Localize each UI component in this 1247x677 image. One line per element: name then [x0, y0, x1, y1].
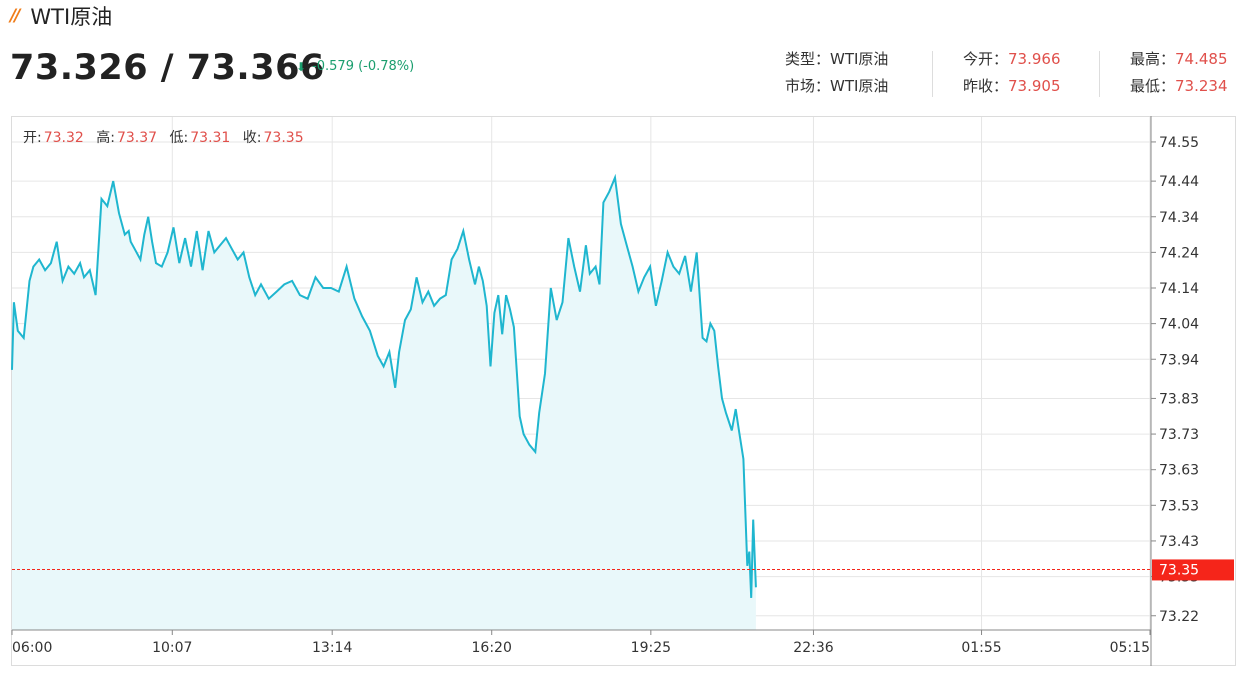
- y-tick-label: 73.22: [1159, 609, 1199, 625]
- stats-type-market: 类型：WTI原油 市场：WTI原油: [785, 47, 888, 101]
- price-chart-svg[interactable]: 74.55 74.44 74.34 74.24 74.14 74.04 73.94 73.83…: [11, 116, 1236, 666]
- ohlc-high-label: 高:: [96, 129, 115, 146]
- ohlc-open-label: 开:: [23, 130, 42, 146]
- ohlc-low-label: 低:: [170, 130, 189, 146]
- price-chart[interactable]: 74.55 74.44 74.34 74.24 74.14 74.04 73.94 73.83…: [11, 116, 1236, 666]
- y-tick-label: 74.34: [1159, 210, 1199, 226]
- y-tick-label: 74.55: [1159, 135, 1199, 151]
- y-tick-label: 74.44: [1159, 174, 1199, 190]
- svg-text:开:73.32 高:73.37: 开: 73.32 高: 73.37 低: 73.31 收: 73.35: [23, 129, 304, 146]
- low-value: 73.234: [1175, 77, 1228, 95]
- ohlc-close-value: 73.35: [264, 130, 304, 146]
- high-label: 最高：: [1130, 50, 1176, 68]
- x-axis: 06:00 10:07 13:14 16:20 19:25 22:36 01:55 05:15: [11, 629, 1151, 656]
- x-tick-label: 06:00: [12, 640, 52, 656]
- y-tick-label: 74.04: [1159, 317, 1199, 333]
- x-tick-label: 22:36: [793, 640, 833, 656]
- y-tick-label: 73.53: [1159, 498, 1199, 514]
- price-line: [11, 173, 757, 598]
- stats-open-close: 今开：73.966 昨收：73.905: [963, 47, 1061, 101]
- brand-mark-icon: //: [10, 6, 21, 26]
- y-tick-label: 73.63: [1159, 463, 1199, 479]
- current-price-tag: [1152, 559, 1234, 581]
- down-arrow-icon: ⬇: [296, 59, 307, 74]
- type-label: 类型：: [785, 50, 831, 68]
- ohlc-close-label: 收:: [243, 130, 262, 146]
- prev-close-label: 昨收：: [963, 77, 1009, 95]
- price-change: ⬇ -0.579 (-0.78%): [296, 59, 414, 74]
- open-value: 73.966: [1008, 50, 1061, 68]
- x-tick-label: 05:15: [1110, 640, 1150, 656]
- x-tick-label: 01:55: [961, 640, 1001, 656]
- stats-high-low: 最高：74.485 最低：73.234: [1130, 47, 1228, 101]
- type-value: WTI原油: [830, 50, 889, 68]
- price-area-fill: [12, 177, 756, 630]
- ohlc-readout: 开: 73.32 高: 73.37 低: 73.31 收: 73.35: [23, 129, 304, 146]
- y-tick-label: 73.43: [1159, 534, 1199, 550]
- prev-close-value: 73.905: [1008, 77, 1061, 95]
- x-tick-label: 16:20: [472, 640, 512, 656]
- open-label: 今开：: [963, 50, 1009, 68]
- y-tick-label: 74.24: [1159, 245, 1199, 261]
- y-tick-label: 73.73: [1159, 427, 1199, 443]
- bid-ask-price: 73.326 / 73.366: [10, 48, 325, 88]
- market-value: WTI原油: [830, 77, 889, 95]
- x-tick-label: 10:07: [152, 640, 192, 656]
- market-label: 市场：: [785, 77, 831, 95]
- ohlc-open-value: 73.32: [44, 130, 84, 146]
- y-tick-label: 74.14: [1159, 281, 1199, 297]
- x-tick-label: 13:14: [312, 640, 352, 656]
- x-tick-label: 19:25: [631, 640, 671, 656]
- stats-divider: [1099, 51, 1100, 97]
- stats-divider: [932, 51, 933, 97]
- y-tick-label: 73.83: [1159, 391, 1199, 407]
- current-price-tag-label: 73.35: [1159, 562, 1199, 578]
- ohlc-low-value: 73.31: [190, 130, 230, 146]
- instrument-title: WTI原油: [30, 5, 113, 29]
- low-label: 最低：: [1130, 77, 1176, 95]
- ohlc-high-value: 73.37: [117, 130, 157, 146]
- y-tick-label: 73.94: [1159, 352, 1199, 368]
- price-change-text: -0.579 (-0.78%): [312, 59, 415, 74]
- title-bar: // WTI原油: [10, 2, 112, 30]
- high-value: 74.485: [1175, 50, 1228, 68]
